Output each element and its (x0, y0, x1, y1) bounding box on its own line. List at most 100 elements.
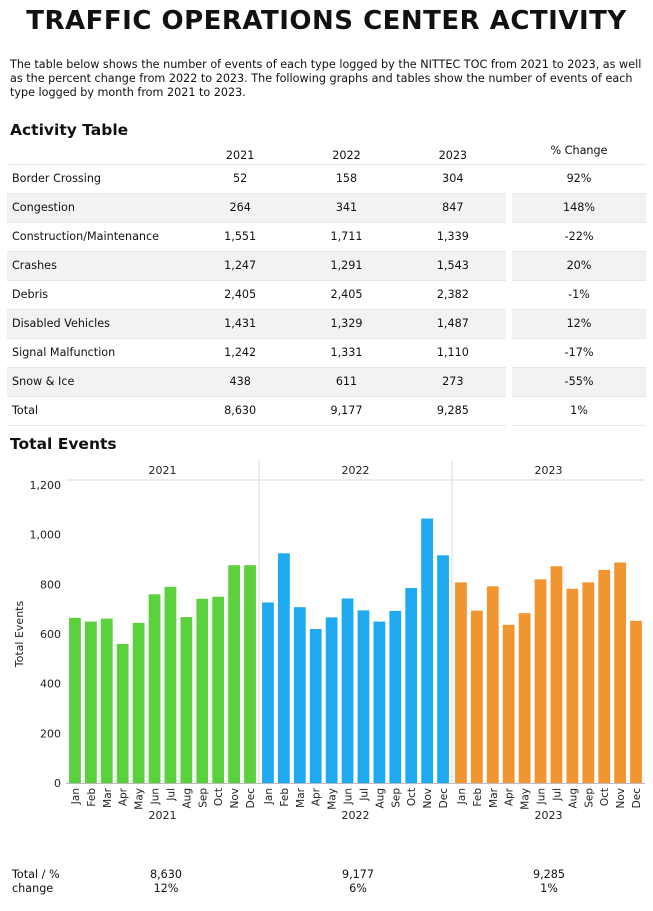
x-tick-label: Aug (567, 788, 579, 809)
bar-2021-dec (244, 565, 256, 783)
cell-change: -22% (512, 222, 646, 252)
table-row: Total 8,630 9,177 9,285 1% (7, 396, 646, 426)
x-tick-label: Mar (295, 787, 307, 807)
summary-total: 8,630 (149, 868, 183, 881)
bar-2021-nov (228, 565, 241, 783)
summary-year-label: 2022 (342, 809, 370, 822)
x-tick-label: Dec (245, 788, 257, 809)
bar-2021-sep (196, 598, 209, 783)
x-tick-label: Feb (472, 788, 484, 807)
x-tick-label: Oct (406, 788, 418, 806)
table-row: Debris 2,405 2,405 2,382 -1% (7, 280, 646, 310)
y-tick-label: 600 (40, 628, 61, 641)
cell-change: -55% (512, 367, 646, 397)
y-tick-label: 400 (40, 678, 61, 691)
bar-2022-aug (373, 621, 386, 783)
cell-2022: 611 (293, 367, 400, 397)
row-label: Signal Malfunction (7, 338, 187, 368)
x-tick-label: Jan (456, 788, 468, 805)
x-tick-label: Feb (279, 788, 291, 807)
x-tick-label: Sep (390, 788, 402, 808)
x-tick-label: Jun (150, 788, 162, 805)
x-tick-label: Feb (86, 788, 98, 807)
cell-2021: 1,551 (187, 222, 294, 252)
x-tick-label: Mar (102, 787, 114, 807)
y-tick-label: 1,200 (30, 479, 62, 492)
cell-change: 12% (512, 309, 646, 339)
cell-2023: 1,110 (399, 338, 506, 368)
x-tick-label: Apr (118, 787, 130, 806)
page-title: TRAFFIC OPERATIONS CENTER ACTIVITY (26, 6, 627, 36)
cell-change: 20% (512, 251, 646, 281)
cell-2023: 9,285 (399, 396, 506, 426)
bar-2021-oct (212, 596, 225, 783)
bar-2022-sep (389, 610, 402, 783)
bar-2022-jul (357, 610, 370, 783)
row-label: Construction/Maintenance (7, 222, 187, 252)
x-tick-label: May (327, 788, 339, 810)
cell-2022: 158 (293, 163, 400, 194)
cell-change: 148% (512, 193, 646, 223)
cell-2022: 341 (293, 193, 400, 223)
x-tick-label: Jul (165, 788, 177, 802)
y-tick-label: 200 (40, 727, 61, 740)
bar-2023-oct (598, 569, 611, 783)
cell-2022: 1,711 (293, 222, 400, 252)
bar-2022-may (325, 617, 338, 783)
total-events-chart: 0 200 400 600 800 1,000 1,200 Total Events 2021 J… (13, 460, 645, 822)
row-label: Congestion (7, 193, 187, 223)
bar-2023-aug (566, 588, 579, 783)
cell-2021: 1,431 (187, 309, 294, 339)
cell-2022: 1,331 (293, 338, 400, 368)
summary-change: 12% (153, 882, 179, 895)
column-header-2021: 2021 (225, 148, 255, 162)
summary-year-label: 2023 (535, 809, 563, 822)
x-tick-label: Jan (263, 788, 275, 805)
panel-year-label: 2023 (535, 464, 563, 477)
table-row: Border Crossing 52 158 304 92% (7, 163, 646, 194)
summary-2022: 9,177 6% (318, 868, 398, 896)
x-tick-label: Nov (615, 788, 627, 809)
bar-2023-feb (470, 610, 483, 783)
cell-change: -17% (512, 338, 646, 368)
table-row: Signal Malfunction 1,242 1,331 1,110 -17% (7, 338, 646, 368)
bar-2021-aug (180, 617, 193, 783)
cell-2023: 1,543 (399, 251, 506, 281)
x-tick-label: Apr (311, 787, 323, 806)
cell-2023: 304 (399, 163, 506, 194)
row-label: Border Crossing (7, 163, 187, 194)
table-row: Crashes 1,247 1,291 1,543 20% (7, 251, 646, 281)
bar-2022-jun (341, 598, 354, 783)
cell-2023: 273 (399, 367, 506, 397)
x-tick-label: Mar (488, 787, 500, 807)
x-tick-label: Aug (374, 788, 386, 809)
bar-2021-jan (69, 617, 81, 783)
x-tick-label: Aug (181, 788, 193, 809)
cell-2022: 1,329 (293, 309, 400, 339)
activity-table-heading: Activity Table (10, 121, 129, 139)
x-tick-label: Dec (631, 788, 643, 809)
x-tick-label: Jan (70, 788, 82, 805)
x-tick-label: Dec (438, 788, 450, 809)
cell-2023: 1,339 (399, 222, 506, 252)
cell-2023: 847 (399, 193, 506, 223)
cell-2021: 1,242 (187, 338, 294, 368)
bar-2023-mar (486, 586, 499, 783)
row-label: Total (7, 396, 187, 426)
bar-2023-jan (455, 582, 467, 783)
bar-2021-jun (148, 594, 161, 783)
cell-2021: 1,247 (187, 251, 294, 281)
cell-2021: 52 (187, 163, 294, 194)
bar-2023-jul (550, 566, 563, 783)
y-tick-label: 1,000 (30, 529, 62, 542)
table-row: Construction/Maintenance 1,551 1,711 1,339-… (7, 222, 646, 252)
summary-2021: 8,630 12% (126, 868, 206, 896)
x-tick-label: Oct (599, 788, 611, 806)
bar-2021-mar (100, 618, 113, 783)
cell-2022: 9,177 (293, 396, 400, 426)
bar-2023-may (518, 613, 531, 783)
cell-2021: 8,630 (187, 396, 294, 426)
x-tick-label: Nov (422, 788, 434, 809)
x-tick-label: May (134, 788, 146, 810)
cell-2021: 2,405 (187, 280, 294, 310)
